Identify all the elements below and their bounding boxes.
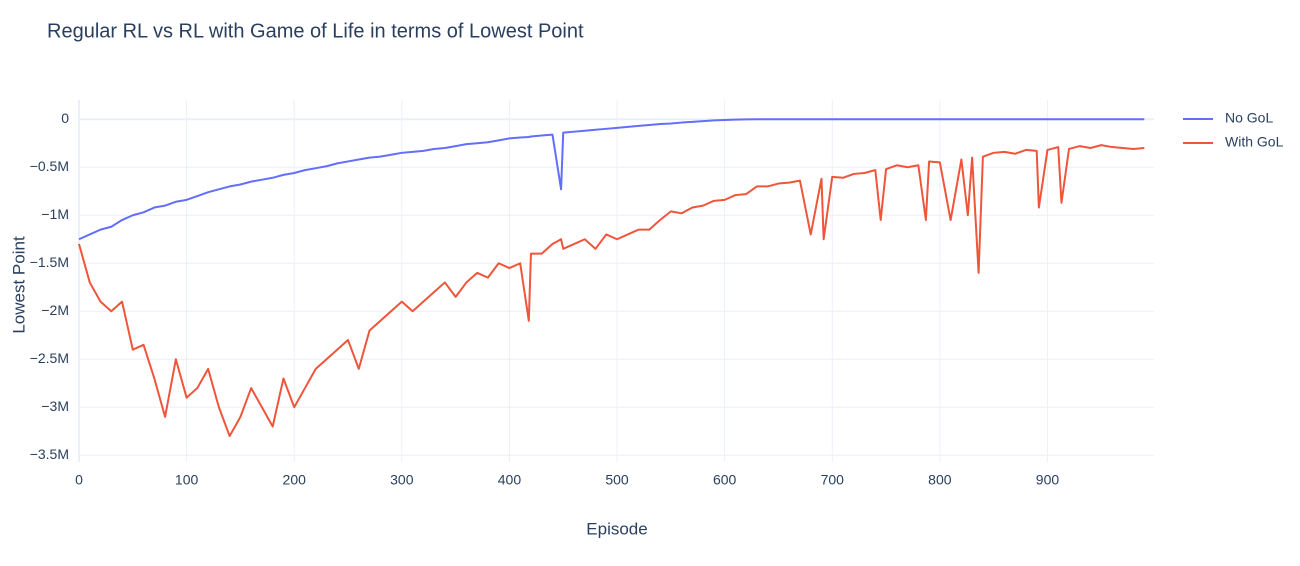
y-tick-label: −2.5M bbox=[30, 350, 69, 366]
x-tick-label: 800 bbox=[928, 472, 952, 488]
y-tick-label: −3M bbox=[41, 398, 69, 414]
y-tick-label: −2M bbox=[41, 302, 69, 318]
x-tick-label: 0 bbox=[75, 472, 83, 488]
x-tick-label: 600 bbox=[713, 472, 737, 488]
x-tick-label: 200 bbox=[283, 472, 307, 488]
y-tick-label: −0.5M bbox=[30, 158, 69, 174]
x-tick-label: 100 bbox=[175, 472, 199, 488]
y-axis-title: Lowest Point bbox=[9, 236, 28, 334]
chart-title: Regular RL vs RL with Game of Life in te… bbox=[47, 20, 584, 42]
y-tick-label: −3.5M bbox=[30, 446, 69, 462]
x-axis-title: Episode bbox=[586, 519, 647, 538]
x-tick-label: 400 bbox=[498, 472, 522, 488]
legend-label: With GoL bbox=[1225, 134, 1284, 150]
legend-label: No GoL bbox=[1225, 110, 1273, 126]
y-tick-label: 0 bbox=[61, 110, 69, 126]
x-tick-label: 900 bbox=[1036, 472, 1060, 488]
y-tick-label: −1.5M bbox=[30, 254, 69, 270]
data-line bbox=[78, 144, 1145, 438]
y-tick-label: −1M bbox=[41, 206, 69, 222]
x-tick-label: 700 bbox=[821, 472, 845, 488]
data-line bbox=[78, 118, 1145, 241]
x-tick-label: 300 bbox=[390, 472, 414, 488]
x-tick-label: 500 bbox=[605, 472, 629, 488]
